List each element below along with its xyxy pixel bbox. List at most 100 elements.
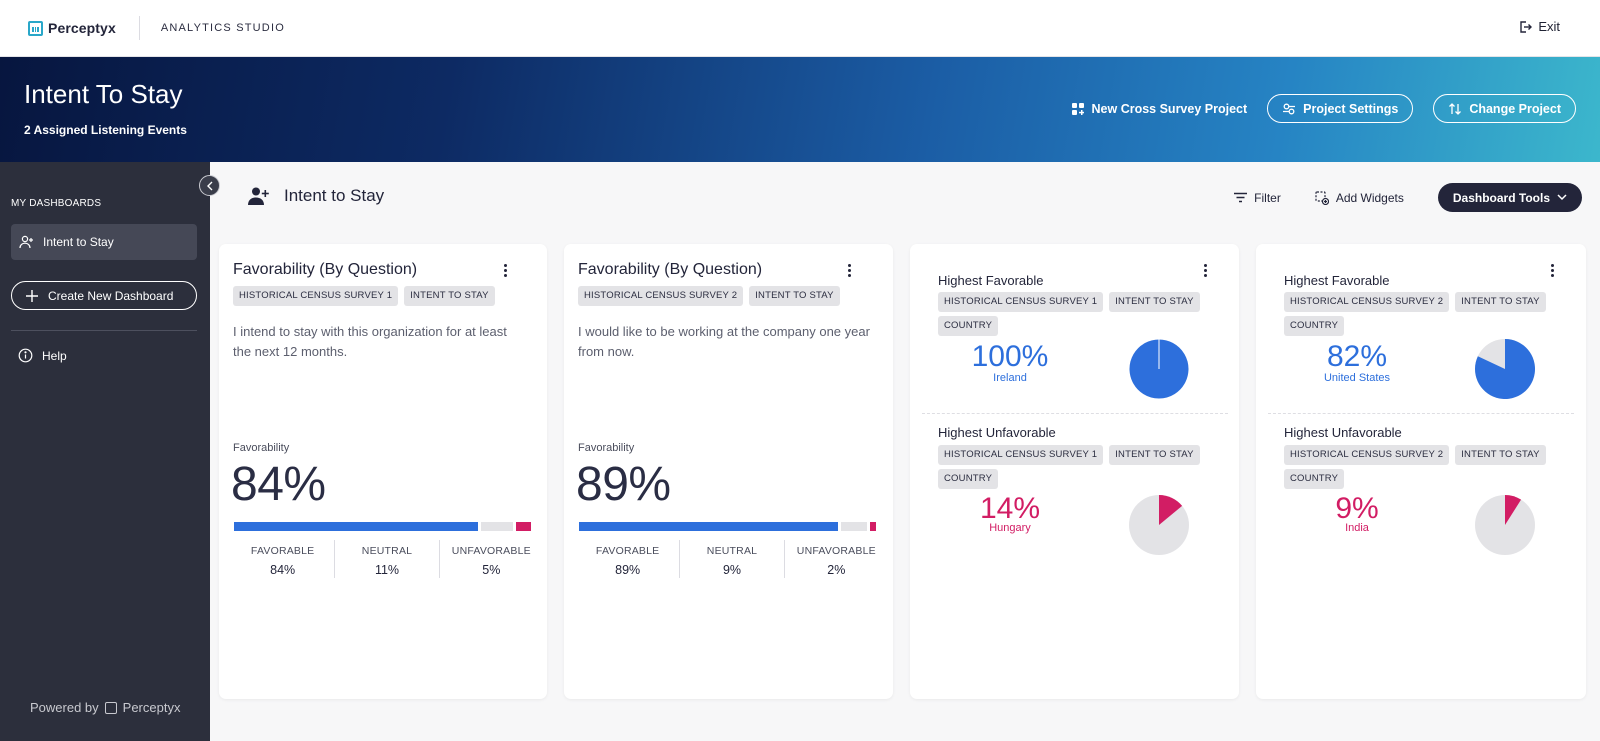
- highlights-card: Highest Favorable HISTORICAL CENSUS SURV…: [1256, 244, 1586, 699]
- tag-survey: HISTORICAL CENSUS SURVEY 2: [1284, 445, 1450, 465]
- question-text: I would like to be working at the compan…: [578, 324, 870, 359]
- stat-label: FAVORABLE: [250, 545, 315, 557]
- dashboard-header: Intent to Stay Filter Add Widgets Dashbo…: [210, 162, 1600, 237]
- tag-survey: HISTORICAL CENSUS SURVEY 1: [938, 445, 1104, 465]
- add-widgets-label: Add Widgets: [1335, 190, 1404, 205]
- stat-neutral: NEUTRAL 11%: [334, 540, 438, 578]
- new-cross-survey-button[interactable]: New Cross Survey Project: [1071, 94, 1248, 123]
- card-menu-icon[interactable]: [1197, 261, 1213, 279]
- settings-sliders-icon: [1283, 103, 1296, 114]
- project-settings-button[interactable]: Project Settings: [1267, 94, 1414, 123]
- bar-unfavorable: [870, 522, 876, 531]
- stat-label: NEUTRAL: [361, 545, 413, 557]
- dashboard-actions: Filter Add Widgets Dashboard Tools: [1234, 183, 1582, 212]
- card-tags: HISTORICAL CENSUS SURVEY 2 INTENT TO STA…: [578, 286, 878, 306]
- highlights-card: Highest Favorable HISTORICAL CENSUS SURV…: [910, 244, 1239, 699]
- stat-value: 2%: [827, 563, 846, 577]
- highest-favorable-title: Highest Favorable: [1284, 273, 1390, 288]
- add-widgets-button[interactable]: Add Widgets: [1315, 191, 1404, 205]
- create-new-dashboard-button[interactable]: Create New Dashboard: [11, 281, 197, 310]
- stat-value: 84%: [270, 563, 296, 577]
- metric-label: Favorability: [578, 442, 635, 454]
- question-text: I intend to stay with this organization …: [233, 324, 507, 359]
- help-link[interactable]: Help: [18, 348, 67, 363]
- card-menu-icon[interactable]: [841, 261, 857, 279]
- highest-unfavorable-title: Highest Unfavorable: [1284, 425, 1402, 440]
- chevron-left-icon: [206, 181, 212, 190]
- tag-survey: HISTORICAL CENSUS SURVEY 2: [578, 286, 744, 306]
- bar-favorable: [234, 522, 479, 531]
- tag-dimension: COUNTRY: [938, 316, 999, 336]
- brand-divider: [138, 16, 140, 40]
- sidebar-collapse-button[interactable]: [199, 175, 220, 196]
- create-new-dashboard-label: Create New Dashboard: [48, 288, 174, 303]
- metric-label: Favorability: [233, 442, 290, 454]
- pie-slice: [1505, 495, 1522, 525]
- tag-survey: HISTORICAL CENSUS SURVEY 2: [1284, 292, 1450, 312]
- powered-by-brand: Perceptyx: [122, 700, 181, 715]
- tag-dimension: COUNTRY: [1284, 469, 1345, 489]
- highest-unfavorable-value: 14%: [979, 492, 1041, 525]
- highest-favorable-value: 82%: [1326, 340, 1388, 373]
- dashboard-title-text: Intent to Stay: [284, 186, 385, 205]
- project-title: Intent To Stay: [24, 79, 183, 109]
- plus-icon: [26, 289, 38, 302]
- project-settings-label: Project Settings: [1303, 101, 1399, 116]
- add-user-icon: [19, 235, 33, 249]
- favorability-bar: [579, 522, 876, 531]
- card-tags: HISTORICAL CENSUS SURVEY 2 INTENT TO STA…: [1284, 292, 1569, 336]
- card-tags: HISTORICAL CENSUS SURVEY 1 INTENT TO STA…: [233, 286, 533, 306]
- favorability-stats: FAVORABLE 84% NEUTRAL 11% UNFAVORABLE 5%: [231, 540, 543, 578]
- dashboard-tools-dropdown[interactable]: Dashboard Tools: [1437, 183, 1582, 212]
- tag-survey: HISTORICAL CENSUS SURVEY 1: [233, 286, 399, 306]
- stat-label: UNFAVORABLE: [796, 545, 876, 557]
- add-widget-icon: [1315, 190, 1329, 205]
- sidebar-item-label: Intent to Stay: [43, 235, 114, 249]
- card-tags: HISTORICAL CENSUS SURVEY 1 INTENT TO STA…: [938, 445, 1218, 489]
- favorability-bar: [234, 522, 531, 531]
- grid-add-icon: [1071, 102, 1084, 115]
- top-bar: Perceptyx ANALYTICS STUDIO Exit: [0, 0, 1600, 57]
- brand-name: Perceptyx: [48, 20, 116, 36]
- card-menu-icon[interactable]: [497, 261, 513, 279]
- new-cross-survey-label: New Cross Survey Project: [1091, 101, 1248, 116]
- card-title: Favorability (By Question): [578, 261, 763, 278]
- card-menu-icon[interactable]: [1544, 261, 1560, 279]
- highest-unfavorable-place: Hungary: [989, 522, 1031, 534]
- bar-favorable: [579, 522, 838, 531]
- stat-unfavorable: UNFAVORABLE 2%: [783, 540, 888, 578]
- stat-value: 9%: [722, 563, 742, 577]
- brand-logo[interactable]: Perceptyx: [28, 18, 116, 38]
- tag-category: INTENT TO STAY: [1109, 445, 1200, 465]
- sidebar-item-intent-to-stay[interactable]: Intent to Stay: [11, 224, 197, 260]
- stat-value: 89%: [615, 563, 641, 577]
- card-tags: HISTORICAL CENSUS SURVEY 1 INTENT TO STA…: [938, 292, 1218, 336]
- stat-value: 11%: [374, 563, 400, 577]
- project-subtitle: 2 Assigned Listening Events: [24, 123, 187, 137]
- highest-unfavorable-title: Highest Unfavorable: [938, 425, 1056, 440]
- exit-button[interactable]: Exit: [1518, 19, 1560, 34]
- change-project-button[interactable]: Change Project: [1433, 94, 1576, 123]
- highlights-divider: [1268, 413, 1574, 414]
- bar-neutral: [840, 522, 868, 531]
- bar-neutral: [481, 522, 514, 531]
- highest-favorable-value: 100%: [971, 340, 1049, 373]
- highest-favorable-place: United States: [1323, 372, 1391, 384]
- highest-unfavorable-place: India: [1345, 522, 1369, 534]
- app-name: ANALYTICS STUDIO: [160, 22, 285, 34]
- my-dashboards-heading: MY DASHBOARDS: [11, 198, 102, 209]
- tag-category: INTENT TO STAY: [1455, 445, 1546, 465]
- tag-category: INTENT TO STAY: [1455, 292, 1546, 312]
- pie-slice: [1475, 339, 1536, 399]
- change-project-label: Change Project: [1469, 101, 1561, 116]
- filter-button[interactable]: Filter: [1234, 191, 1281, 205]
- favorability-card: Favorability (By Question) HISTORICAL CE…: [219, 244, 547, 699]
- sidebar-divider: [11, 330, 197, 331]
- card-tags: HISTORICAL CENSUS SURVEY 2 INTENT TO STA…: [1284, 445, 1569, 489]
- favorability-card: Favorability (By Question) HISTORICAL CE…: [564, 244, 893, 699]
- tag-category: INTENT TO STAY: [1109, 292, 1200, 312]
- powered-by-logo-icon: [104, 701, 117, 714]
- exit-icon: [1520, 20, 1533, 33]
- highest-favorable-title: Highest Favorable: [938, 273, 1044, 288]
- tag-dimension: COUNTRY: [938, 469, 999, 489]
